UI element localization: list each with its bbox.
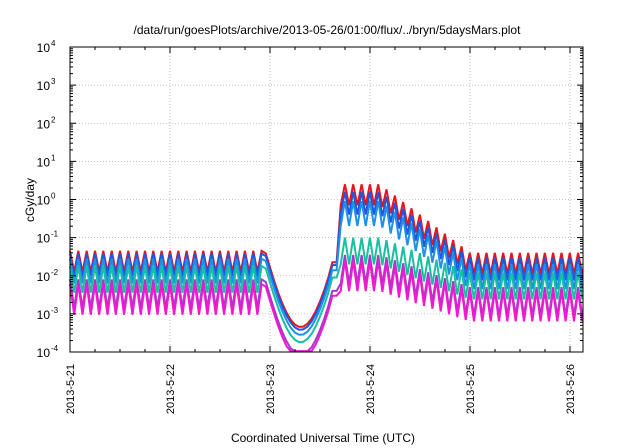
x-tick-label: 2013-5-24	[365, 364, 377, 414]
y-tick-exponent: -4	[51, 344, 59, 353]
y-tick-base: 10	[37, 270, 51, 284]
y-tick-base: 10	[37, 79, 51, 93]
x-tick-label: 2013-5-26	[565, 364, 577, 414]
y-tick-label: 10	[37, 232, 51, 246]
y-tick-exponent: 0	[51, 192, 56, 201]
y-tick-label: 10	[37, 117, 51, 131]
y-tick-base: 10	[37, 194, 51, 208]
y-axis-label: cGy/day	[23, 178, 37, 222]
y-tick-base: 10	[37, 117, 51, 131]
y-tick-label: 10	[37, 270, 51, 284]
y-tick-base: 10	[37, 155, 51, 169]
y-tick-label: 10	[37, 41, 51, 55]
series-lightblue	[69, 201, 584, 336]
y-tick-exponent: 4	[51, 39, 56, 48]
y-tick-label: 10	[37, 346, 51, 360]
series-magenta	[69, 260, 584, 353]
y-tick-base: 10	[37, 232, 51, 246]
x-tick-label: 2013-5-23	[265, 364, 277, 414]
x-axis: 2013-5-21 2013-5-22 2013-5-23 2013-5-24 2013…	[65, 47, 577, 414]
y-tick-label: 10	[37, 194, 51, 208]
series-blue	[69, 191, 584, 331]
x-tick-label: 2013-5-22	[165, 364, 177, 414]
y-tick-base: 10	[37, 41, 51, 55]
y-tick-exponent: -1	[51, 230, 59, 239]
y-tick-label: 10	[37, 155, 51, 169]
y-tick-base: 10	[37, 346, 51, 360]
y-tick-label: 10	[37, 308, 51, 322]
x-tick-label: 2013-5-21	[65, 364, 77, 414]
series-teal	[69, 237, 584, 344]
y-tick-exponent: 2	[51, 115, 56, 124]
y-tick-exponent: 3	[51, 77, 56, 86]
chart-title: /data/run/goesPlots/archive/2013-05-26/0…	[134, 23, 522, 37]
x-tick-label: 2013-5-25	[465, 364, 477, 414]
series-group	[69, 184, 584, 353]
y-tick-base: 10	[37, 308, 51, 322]
y-tick-exponent: 1	[51, 153, 56, 162]
y-tick-label: 10	[37, 79, 51, 93]
y-tick-exponent: -2	[51, 268, 59, 277]
y-tick-exponent: -3	[51, 306, 59, 315]
x-axis-label: Coordinated Universal Time (UTC)	[231, 431, 415, 445]
